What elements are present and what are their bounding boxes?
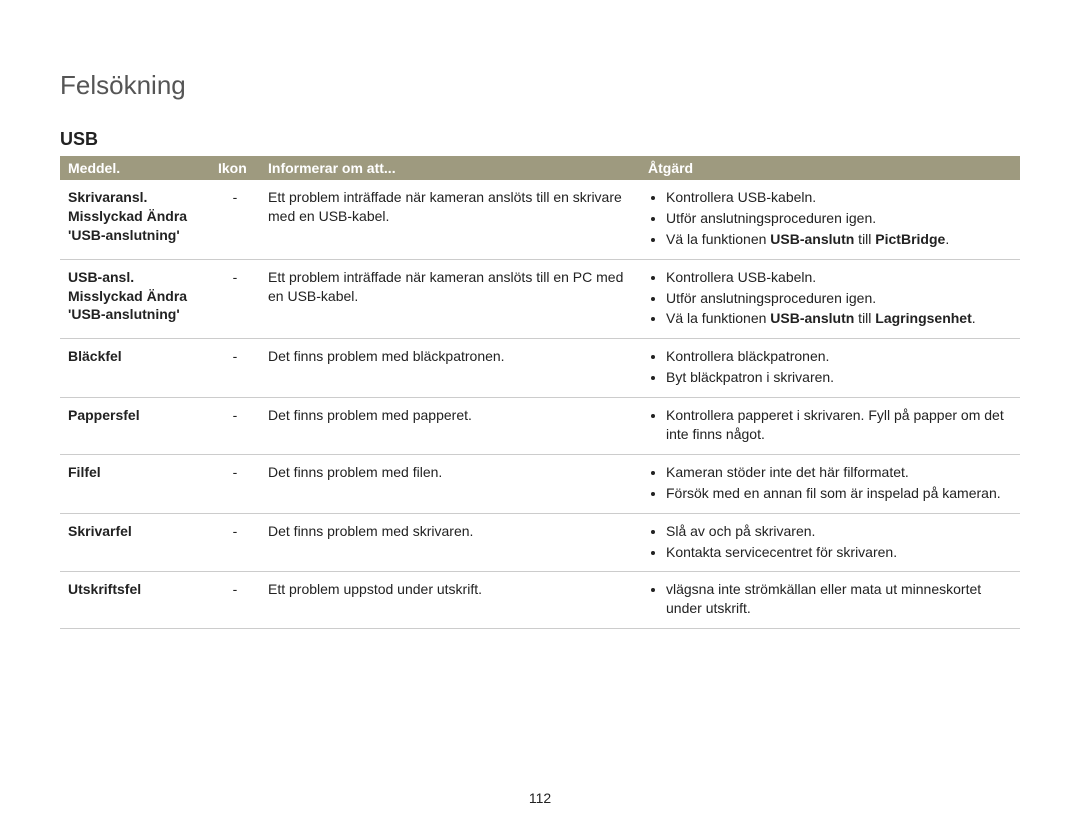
cell-info: Det finns problem med papperet. bbox=[260, 398, 640, 455]
cell-info: Ett problem inträffade när kameran anslö… bbox=[260, 259, 640, 339]
cell-info: Det finns problem med filen. bbox=[260, 454, 640, 513]
cell-info: Det finns problem med skrivaren. bbox=[260, 513, 640, 572]
cell-atgard: Slå av och på skrivaren. Kontakta service… bbox=[640, 513, 1020, 572]
action-list: Kontrollera USB-kabeln. Utför anslutnings… bbox=[648, 268, 1012, 329]
meddel-line: USB-ansl. bbox=[68, 268, 202, 287]
cell-info: Det finns problem med bläckpatronen. bbox=[260, 339, 640, 398]
action-list: vlägsna inte strömkällan eller mata ut m… bbox=[648, 580, 1012, 618]
cell-ikon: - bbox=[210, 572, 260, 629]
cell-atgard: Kameran stöder inte det här filformatet.… bbox=[640, 454, 1020, 513]
cell-info: Ett problem inträffade när kameran anslö… bbox=[260, 180, 640, 259]
action-item: Kameran stöder inte det här filformatet. bbox=[666, 463, 1012, 482]
meddel-line: Skrivarfel bbox=[68, 522, 202, 541]
meddel-line: Bläckfel bbox=[68, 347, 202, 366]
cell-atgard: Kontrollera USB-kabeln. Utför anslutnings… bbox=[640, 180, 1020, 259]
action-item: Vä la funktionen USB-anslutn till Lagrin… bbox=[666, 309, 1012, 328]
meddel-line: Skrivaransl. bbox=[68, 188, 202, 207]
cell-atgard: Kontrollera papperet i skrivaren. Fyll p… bbox=[640, 398, 1020, 455]
cell-ikon: - bbox=[210, 513, 260, 572]
cell-meddel: Skrivarfel bbox=[60, 513, 210, 572]
action-list: Kontrollera USB-kabeln. Utför anslutnings… bbox=[648, 188, 1012, 249]
cell-ikon: - bbox=[210, 398, 260, 455]
action-list: Kameran stöder inte det här filformatet.… bbox=[648, 463, 1012, 503]
action-item: Byt bläckpatron i skrivaren. bbox=[666, 368, 1012, 387]
meddel-line: Filfel bbox=[68, 463, 202, 482]
meddel-line: Pappersfel bbox=[68, 406, 202, 425]
meddel-line: Misslyckad Ändra bbox=[68, 287, 202, 306]
action-item: Kontakta servicecentret för skrivaren. bbox=[666, 543, 1012, 562]
troubleshooting-table: Meddel. Ikon Informerar om att... Åtgärd… bbox=[60, 156, 1020, 629]
cell-meddel: Skrivaransl.Misslyckad Ändra'USB-anslutn… bbox=[60, 180, 210, 259]
action-list: Kontrollera papperet i skrivaren. Fyll p… bbox=[648, 406, 1012, 444]
table-row: Bläckfel-Det finns problem med bläckpatr… bbox=[60, 339, 1020, 398]
th-meddel: Meddel. bbox=[60, 156, 210, 180]
meddel-line: Utskriftsfel bbox=[68, 580, 202, 599]
action-list: Kontrollera bläckpatronen. Byt bläckpatro… bbox=[648, 347, 1012, 387]
table-row: Skrivaransl.Misslyckad Ändra'USB-anslutn… bbox=[60, 180, 1020, 259]
action-item: Försök med en annan fil som är inspelad … bbox=[666, 484, 1012, 503]
cell-ikon: - bbox=[210, 180, 260, 259]
action-item: Kontrollera USB-kabeln. bbox=[666, 268, 1012, 287]
action-item: Kontrollera bläckpatronen. bbox=[666, 347, 1012, 366]
page-number: 112 bbox=[0, 790, 1080, 806]
meddel-line: 'USB-anslutning' bbox=[68, 226, 202, 245]
cell-atgard: Kontrollera bläckpatronen. Byt bläckpatro… bbox=[640, 339, 1020, 398]
action-item: Vä la funktionen USB-anslutn till PictBr… bbox=[666, 230, 1012, 249]
cell-meddel: Bläckfel bbox=[60, 339, 210, 398]
section-title: USB bbox=[60, 129, 1020, 150]
meddel-line: Misslyckad Ändra bbox=[68, 207, 202, 226]
table-row: USB-ansl.Misslyckad Ändra'USB-anslutning… bbox=[60, 259, 1020, 339]
table-row: Filfel-Det finns problem med filen.Kamer… bbox=[60, 454, 1020, 513]
cell-meddel: USB-ansl.Misslyckad Ändra'USB-anslutning… bbox=[60, 259, 210, 339]
cell-info: Ett problem uppstod under utskrift. bbox=[260, 572, 640, 629]
cell-meddel: Filfel bbox=[60, 454, 210, 513]
action-item: vlägsna inte strömkällan eller mata ut m… bbox=[666, 580, 1012, 618]
table-row: Skrivarfel-Det finns problem med skrivar… bbox=[60, 513, 1020, 572]
cell-atgard: Kontrollera USB-kabeln. Utför anslutnings… bbox=[640, 259, 1020, 339]
action-item: Kontrollera USB-kabeln. bbox=[666, 188, 1012, 207]
cell-meddel: Utskriftsfel bbox=[60, 572, 210, 629]
action-list: Slå av och på skrivaren. Kontakta service… bbox=[648, 522, 1012, 562]
cell-ikon: - bbox=[210, 454, 260, 513]
action-item: Utför anslutningsproceduren igen. bbox=[666, 209, 1012, 228]
th-atgard: Åtgärd bbox=[640, 156, 1020, 180]
action-item: Slå av och på skrivaren. bbox=[666, 522, 1012, 541]
table-header-row: Meddel. Ikon Informerar om att... Åtgärd bbox=[60, 156, 1020, 180]
th-info: Informerar om att... bbox=[260, 156, 640, 180]
cell-ikon: - bbox=[210, 339, 260, 398]
table-row: Pappersfel-Det finns problem med pappere… bbox=[60, 398, 1020, 455]
meddel-line: 'USB-anslutning' bbox=[68, 305, 202, 324]
cell-meddel: Pappersfel bbox=[60, 398, 210, 455]
page-title: Felsökning bbox=[60, 70, 1020, 101]
action-item: Kontrollera papperet i skrivaren. Fyll p… bbox=[666, 406, 1012, 444]
action-item: Utför anslutningsproceduren igen. bbox=[666, 289, 1012, 308]
table-row: Utskriftsfel-Ett problem uppstod under u… bbox=[60, 572, 1020, 629]
cell-atgard: vlägsna inte strömkällan eller mata ut m… bbox=[640, 572, 1020, 629]
th-ikon: Ikon bbox=[210, 156, 260, 180]
cell-ikon: - bbox=[210, 259, 260, 339]
